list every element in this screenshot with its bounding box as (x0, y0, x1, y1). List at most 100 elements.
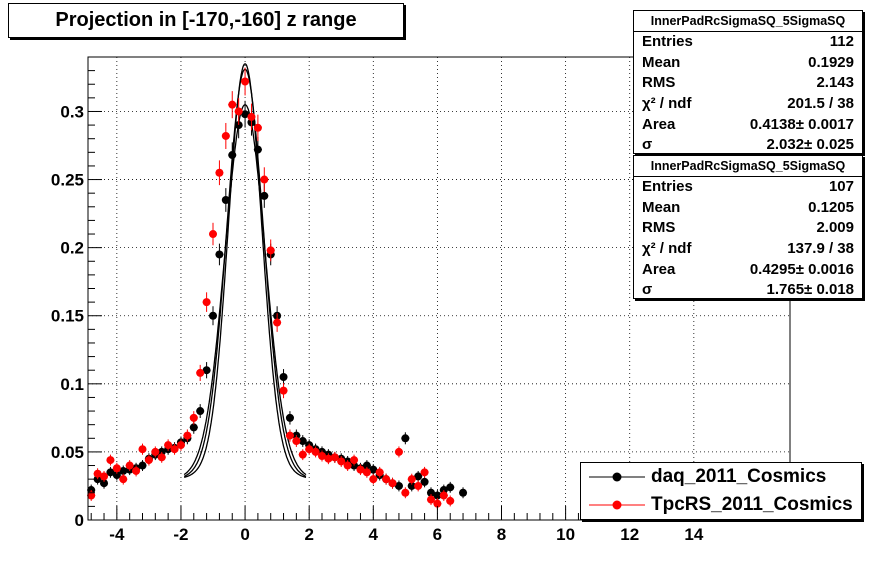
x-tick-label: -4 (109, 525, 125, 544)
data-point (87, 491, 96, 500)
stats-value: 2.143 (816, 74, 854, 92)
stats-key: χ² / ndf (642, 95, 692, 113)
data-point (343, 461, 352, 470)
data-point (260, 191, 269, 200)
data-point (279, 386, 288, 395)
x-tick-label: 14 (684, 525, 703, 544)
data-point (202, 366, 211, 375)
stats-row: Area 0.4295± 0.0016 (634, 260, 862, 281)
data-point (221, 131, 230, 140)
chart-title: Projection in [-170,-160] z range (8, 3, 404, 38)
stats-value: 2.009 (816, 219, 854, 237)
legend-marker-daq (589, 472, 645, 482)
data-point (414, 472, 423, 481)
stats-row: χ² / ndf 201.5 / 38 (634, 94, 862, 115)
data-point (119, 475, 128, 484)
x-tick-label: 0 (240, 525, 249, 544)
data-point (298, 437, 307, 446)
data-point (241, 77, 250, 86)
data-point (407, 475, 416, 484)
y-tick-label: 0.25 (51, 171, 84, 190)
data-point (189, 423, 198, 432)
stats-row: Entries 112 (634, 32, 862, 53)
data-point (433, 499, 442, 508)
data-point (221, 195, 230, 204)
stats-row: Entries 107 (634, 177, 862, 198)
stats-key: Entries (642, 178, 693, 195)
data-point (369, 465, 378, 474)
data-point (215, 250, 224, 259)
stats-key: RMS (642, 219, 676, 237)
data-point (426, 488, 435, 497)
stats-value: 0.4138± 0.0017 (749, 115, 854, 133)
x-tick-label: 6 (433, 525, 442, 544)
stats-title: InnerPadRcSigmaSQ_5SigmaSQ (634, 11, 862, 32)
data-point (151, 447, 160, 456)
data-point (362, 468, 371, 477)
y-tick-label: 0.1 (60, 375, 84, 394)
data-point (215, 168, 224, 177)
stats-value: 201.5 / 38 (787, 95, 854, 113)
data-point (144, 456, 153, 465)
data-point (112, 464, 121, 473)
data-point (247, 112, 256, 121)
x-tick-label: 2 (304, 525, 313, 544)
tick-labels: -4 -2 0 2 4 6 8 10 12 14 0 0.05 0.1 0.15 0.2 0.25 0.3 (51, 102, 704, 544)
stats-key: Mean (642, 53, 681, 71)
x-tick-label: 4 (369, 525, 379, 544)
legend-entry-daq: daq_2011_Cosmics (581, 463, 861, 491)
data-point (138, 445, 147, 454)
x-tick-label: 12 (620, 525, 639, 544)
data-point (228, 100, 237, 109)
data-point (112, 471, 121, 480)
data-point (132, 466, 141, 475)
legend-label: TpcRS_2011_Cosmics (651, 494, 853, 515)
data-point (285, 431, 294, 440)
stats-value: 107 (828, 178, 854, 195)
legend: daq_2011_Cosmics TpcRS_2011_Cosmics (580, 462, 862, 520)
stats-key: Area (642, 260, 676, 278)
stats-key: Area (642, 115, 676, 133)
data-point (106, 456, 115, 465)
data-point (356, 465, 365, 474)
data-point (157, 453, 166, 462)
data-point (330, 453, 339, 462)
data-point (394, 447, 403, 456)
stats-row: σ 2.032± 0.025 (634, 135, 862, 156)
data-point (196, 407, 205, 416)
stats-row: Mean 0.1205 (634, 198, 862, 219)
stats-value: 0.4295± 0.0016 (749, 260, 854, 278)
data-point (234, 107, 243, 116)
data-point (362, 461, 371, 470)
legend-label: daq_2011_Cosmics (651, 466, 827, 487)
data-point (228, 151, 237, 160)
stats-key: χ² / ndf (642, 240, 692, 258)
stats-value: 1.765± 0.018 (766, 281, 854, 299)
data-point (407, 481, 416, 490)
data-point (369, 475, 378, 484)
data-point (100, 472, 109, 481)
data-point (253, 145, 262, 154)
stats-key: Mean (642, 198, 681, 216)
data-point (446, 496, 455, 505)
data-point (176, 441, 185, 450)
data-point (273, 318, 282, 327)
legend-marker-tpcrs (589, 500, 645, 510)
data-point (292, 437, 301, 446)
data-point (183, 431, 192, 440)
stats-row: χ² / ndf 137.9 / 38 (634, 239, 862, 260)
data-point (100, 479, 109, 488)
data-point (106, 468, 115, 477)
y-tick-label: 0 (75, 511, 84, 530)
data-point (394, 481, 403, 490)
data-point (401, 434, 410, 443)
data-point (209, 230, 218, 239)
y-tick-label: 0.15 (51, 307, 84, 326)
data-point (209, 311, 218, 320)
stats-row: σ 1.765± 0.018 (634, 280, 862, 301)
data-point (196, 368, 205, 377)
series-daq (87, 100, 468, 501)
data-point (350, 456, 359, 465)
stats-key: σ (642, 136, 653, 154)
